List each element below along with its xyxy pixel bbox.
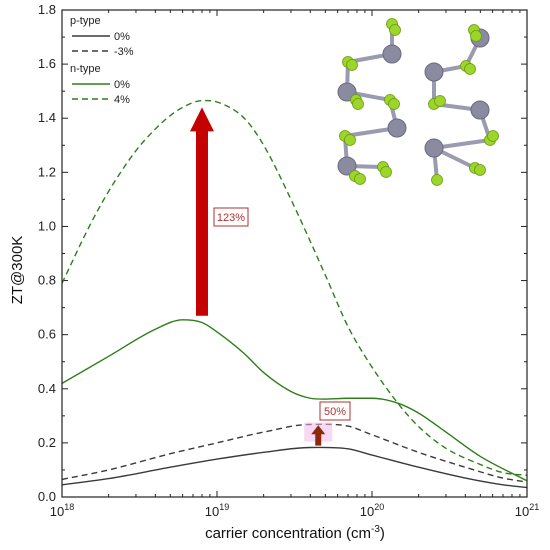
- legend-entry-label: 0%: [114, 31, 130, 43]
- crystal-structure-inset: [337, 18, 499, 186]
- y-tick-label: 0.8: [38, 273, 56, 288]
- annotation-box-123: [213, 207, 249, 227]
- x-tick-label: 1018: [50, 502, 74, 519]
- legend-entry-label: 4%: [114, 94, 130, 106]
- y-tick-label: 0.0: [38, 489, 56, 504]
- annotation-label-123: 123%: [217, 212, 245, 224]
- y-tick-label: 1.4: [38, 110, 56, 125]
- green-atom: [487, 130, 499, 142]
- plot-background: [62, 10, 527, 497]
- gray-atom: [424, 138, 444, 158]
- legend: p-type 0% -3% n-type 0% 4%: [70, 15, 134, 106]
- plot-area: [62, 10, 527, 497]
- gray-atom: [337, 156, 357, 176]
- axes: 0.0 0.2 0.4 0.6 0.8 1.0 1.2 1.4 1.6 1.8 1018 1019 10…: [38, 2, 539, 519]
- y-tick-label: 1.2: [38, 164, 56, 179]
- legend-group-title: n-type: [70, 63, 101, 75]
- gray-atom: [382, 44, 402, 64]
- gray-atom: [424, 62, 444, 82]
- x-tick-label: 1021: [515, 502, 539, 519]
- gray-atom: [470, 100, 490, 120]
- y-tick-label: 1.0: [38, 218, 56, 233]
- arrow-head-large: [189, 107, 214, 132]
- x-tick-label: 1019: [205, 502, 229, 519]
- plot-frame: [61, 9, 528, 498]
- y-tick-label: 0.2: [38, 435, 56, 450]
- y-tick-label: 0.4: [38, 381, 56, 396]
- series-line-2: [61, 319, 528, 482]
- series-line-3: [61, 99, 528, 477]
- arrow-head-small: [311, 425, 326, 435]
- gray-atom: [387, 118, 407, 138]
- green-atom: [346, 59, 358, 71]
- y-axis-title: ZT@300K: [9, 236, 26, 305]
- green-atom: [434, 95, 446, 107]
- legend-entry-label: 0%: [114, 79, 130, 91]
- y-tick-label: 1.8: [38, 2, 56, 17]
- arrow-shaft-large: [195, 129, 208, 316]
- series-line-0: [61, 446, 528, 489]
- legend-entry-label: -3%: [114, 46, 134, 58]
- green-atom: [352, 98, 364, 110]
- green-atom: [470, 30, 482, 42]
- green-atom: [389, 24, 401, 36]
- green-atom: [380, 166, 392, 178]
- y-tick-label: 0.6: [38, 327, 56, 342]
- green-atom: [464, 63, 476, 75]
- green-atom: [388, 98, 400, 110]
- legend-group-title: p-type: [70, 15, 101, 27]
- arrow-shaft-small: [315, 433, 322, 446]
- annotation-box-50: [319, 401, 351, 421]
- annotation-label-50: 50%: [324, 406, 346, 418]
- x-tick-label: 1020: [360, 502, 384, 519]
- green-atom: [431, 174, 443, 186]
- green-atom: [344, 134, 356, 146]
- annotation-layer: 123% 50%: [189, 107, 351, 446]
- y-tick-label: 1.6: [38, 56, 56, 71]
- x-axis-title: carrier concentration (cm-3): [205, 524, 385, 542]
- green-atom: [474, 164, 486, 176]
- green-atom: [354, 173, 366, 185]
